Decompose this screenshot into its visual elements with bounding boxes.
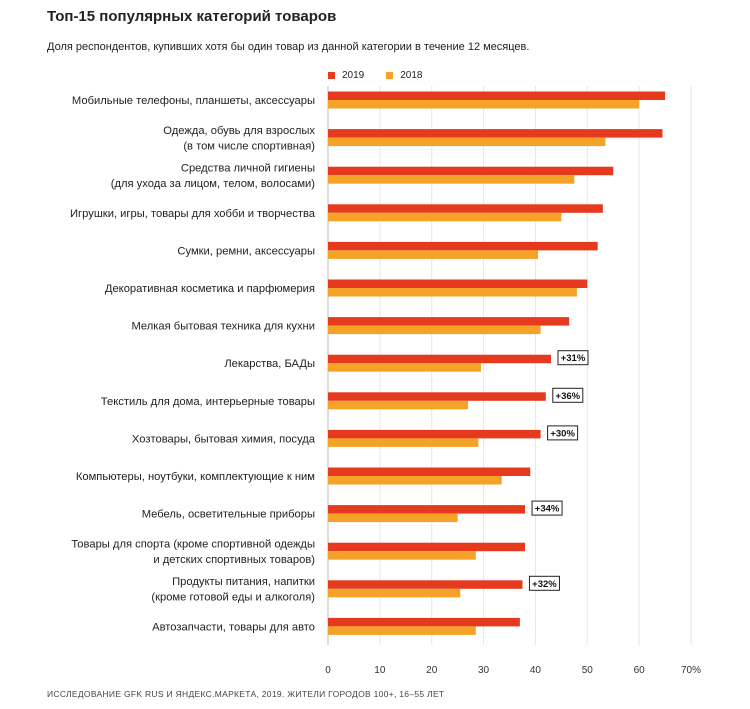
bar-2018 xyxy=(328,400,469,410)
growth-badge-label: +32% xyxy=(532,579,557,590)
legend-swatch-2018 xyxy=(386,72,394,79)
growth-badge-label: +36% xyxy=(556,391,581,402)
category-label: Декоративная косметика и парфюмерия xyxy=(105,283,315,295)
bar-2018 xyxy=(328,476,502,485)
bar-2019 xyxy=(328,429,541,439)
growth-badge-label: +34% xyxy=(535,504,560,515)
legend-item-2018: 2018 xyxy=(386,70,423,81)
chart-title: Топ-15 популярных категорий товаров xyxy=(47,8,337,25)
legend-label-2019: 2019 xyxy=(342,70,365,81)
category-label: (в том числе спортивная) xyxy=(183,140,315,152)
bar-2019 xyxy=(328,467,531,476)
category-label: Сумки, ремни, аксессуары xyxy=(177,245,315,257)
bar-2018 xyxy=(328,513,458,523)
growth-badge xyxy=(531,500,563,516)
chart-subtitle: Доля респондентов, купивших хотя бы один… xyxy=(47,41,530,53)
bar-2019 xyxy=(328,279,588,288)
growth-badge xyxy=(528,575,560,591)
category-label: Средства личной гигиены xyxy=(181,162,315,174)
x-tick-label: 40 xyxy=(530,665,542,676)
category-label: Автозапчасти, товары для авто xyxy=(152,621,315,633)
bar-2018 xyxy=(328,551,476,560)
bar-2018 xyxy=(328,100,640,109)
x-tick-label: 50 xyxy=(582,665,594,676)
category-label: Товары для спорта (кроме спортивной одеж… xyxy=(71,538,315,550)
bar-2019 xyxy=(328,354,551,364)
bar-2019 xyxy=(328,317,570,326)
bar-2018 xyxy=(328,588,461,598)
x-tick-label: 70% xyxy=(681,665,701,676)
bar-2018 xyxy=(328,288,577,297)
category-label: Лекарства, БАДы xyxy=(224,358,315,370)
bar-2018 xyxy=(328,438,479,447)
legend-label-2018: 2018 xyxy=(400,70,423,81)
bar-2019 xyxy=(328,166,614,176)
category-label: и детских спортивных товаров) xyxy=(153,554,315,566)
growth-badge xyxy=(547,425,579,441)
category-label: Одежда, обувь для взрослых xyxy=(163,125,315,137)
bar-2018 xyxy=(328,363,481,372)
growth-badge xyxy=(552,387,584,403)
bar-2018 xyxy=(328,250,539,259)
x-tick-label: 0 xyxy=(325,665,331,676)
legend-item-2019: 2019 xyxy=(328,70,364,81)
bar-2019 xyxy=(328,617,520,627)
category-label: Мелкая бытовая техника для кухни xyxy=(131,321,315,333)
bar-2019 xyxy=(328,542,526,552)
x-tick-label: 30 xyxy=(478,665,490,676)
category-label: Игрушки, игры, товары для хобби и творче… xyxy=(70,208,316,220)
bar-2019 xyxy=(328,241,598,251)
bar-2018 xyxy=(328,137,606,147)
x-tick-label: 10 xyxy=(374,665,386,676)
x-tick-label: 20 xyxy=(426,665,438,676)
legend-swatch-2019 xyxy=(328,72,335,79)
category-label: Компьютеры, ноутбуки, комплектующие к ни… xyxy=(76,471,315,483)
bar-2018 xyxy=(328,212,562,222)
category-label: Мобильные телефоны, планшеты, аксессуары xyxy=(72,95,315,107)
growth-badge-label: +30% xyxy=(550,428,575,439)
growth-badge-label: +31% xyxy=(561,353,586,364)
bar-2019 xyxy=(328,129,663,138)
category-label: (кроме готовой еды и алкоголя) xyxy=(151,592,315,604)
bar-2019 xyxy=(328,204,603,213)
bar-2018 xyxy=(328,626,476,635)
source-note: ИССЛЕДОВАНИЕ GFK RUS И ЯНДЕКС.МАРКЕТА, 2… xyxy=(47,689,445,699)
bar-2019 xyxy=(328,505,526,514)
bar-2019 xyxy=(328,580,523,589)
category-label: Хозтовары, бытовая химия, посуда xyxy=(132,433,316,445)
growth-badge xyxy=(557,350,589,366)
x-tick-label: 60 xyxy=(634,665,646,676)
bar-2018 xyxy=(328,325,541,335)
category-label: (для ухода за лицом, телом, волосами) xyxy=(111,178,316,190)
bar-2019 xyxy=(328,91,666,100)
bar-2019 xyxy=(328,392,546,401)
bar-2018 xyxy=(328,175,575,184)
category-label: Мебель, осветительные приборы xyxy=(142,509,315,521)
category-label: Продукты питания, напитки xyxy=(172,576,315,588)
legend: 2019 2018 xyxy=(328,70,423,81)
category-label: Текстиль для дома, интерьерные товары xyxy=(101,396,315,408)
